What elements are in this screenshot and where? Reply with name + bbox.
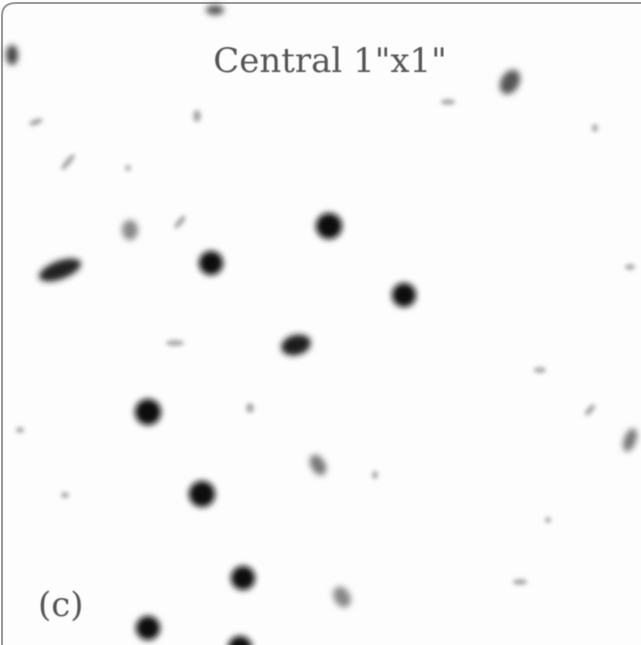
faint-sources <box>16 99 635 585</box>
sources <box>6 5 637 645</box>
panel-label: (c) <box>38 585 84 625</box>
panel-title: Central 1"x1" <box>213 41 447 81</box>
